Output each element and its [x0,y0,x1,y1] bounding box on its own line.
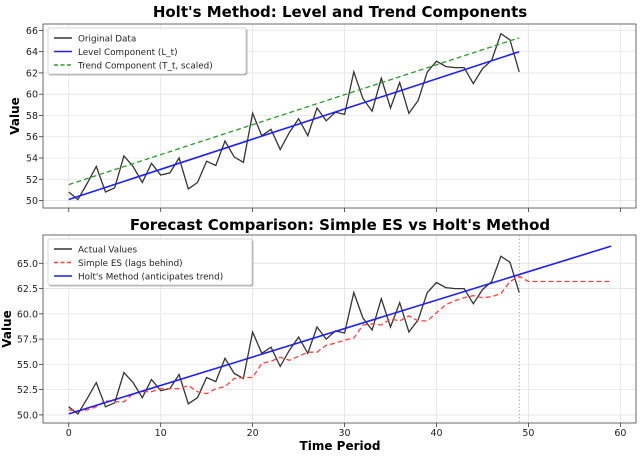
legend: Original Data Level Component (L_t) Trend … [47,27,247,75]
plot-frame [42,234,637,424]
plot-frame [42,23,637,209]
y-tick-label: 54 [26,154,38,165]
y-tick-label: 50.0 [17,410,38,421]
bottom-chart-title: Forecast Comparison: Simple ES vs Holt's… [130,216,550,234]
x-tick-label: 0 [66,428,72,439]
legend-label: Trend Component (T_t, scaled) [77,61,213,71]
top-chart-title: Holt's Method: Level and Trend Component… [153,3,527,21]
y-tick-label: 62 [26,68,38,79]
legend: Actual Values Simple ES (lags behind) Holt… [47,238,253,286]
x-tick-label: 30 [339,428,351,439]
bottom-chart-ylabel: Value [0,310,14,348]
legend-label: Original Data [78,34,136,44]
top-chart-ylabel: Value [8,97,22,135]
y-tick-label: 65.0 [17,259,38,270]
x-tick-label: 60 [614,428,626,439]
legend-label: Holt's Method (anticipates trend) [78,272,223,282]
series-line-level-component-l-t [68,50,520,201]
bottom-chart-xlabel: Time Period [300,439,381,453]
x-tick-label: 10 [155,428,167,439]
legend-label: Level Component (L_t) [78,48,178,58]
top-chart-axes: 50 52 54 56 58 60 62 64 66 Original Data Level Com… [26,23,637,212]
y-tick-label: 58 [26,111,38,122]
y-tick-label: 52 [26,175,38,186]
legend-label: Actual Values [78,245,138,255]
y-tick-label: 64 [26,47,38,58]
x-tick-label: 40 [430,428,442,439]
y-tick-label: 55.0 [17,360,38,371]
y-tick-label: 66 [26,26,38,37]
legend-box [47,27,247,75]
series-line-trend-component-t-t-scaled [68,37,520,186]
x-tick-label: 20 [247,428,259,439]
y-tick-label: 57.5 [17,335,38,346]
y-tick-label: 56 [26,132,38,143]
y-tick-label: 62.5 [17,284,38,295]
legend-label: Simple ES (lags behind) [78,259,183,269]
y-tick-label: 60 [26,90,38,101]
y-tick-label: 60.0 [17,309,38,320]
y-tick-label: 50 [26,196,38,207]
series-line-simple-es-lags-behind [68,275,612,412]
legend-box [47,238,253,286]
series-line-holt-s-method-anticipates-trend [68,245,612,415]
x-tick-label: 50 [522,428,534,439]
bottom-chart-axes: 0 10 20 30 40 50 60 50.0 52.5 55.0 57.5 60.0 62.5 65.… [17,234,637,439]
y-tick-label: 52.5 [17,385,38,396]
